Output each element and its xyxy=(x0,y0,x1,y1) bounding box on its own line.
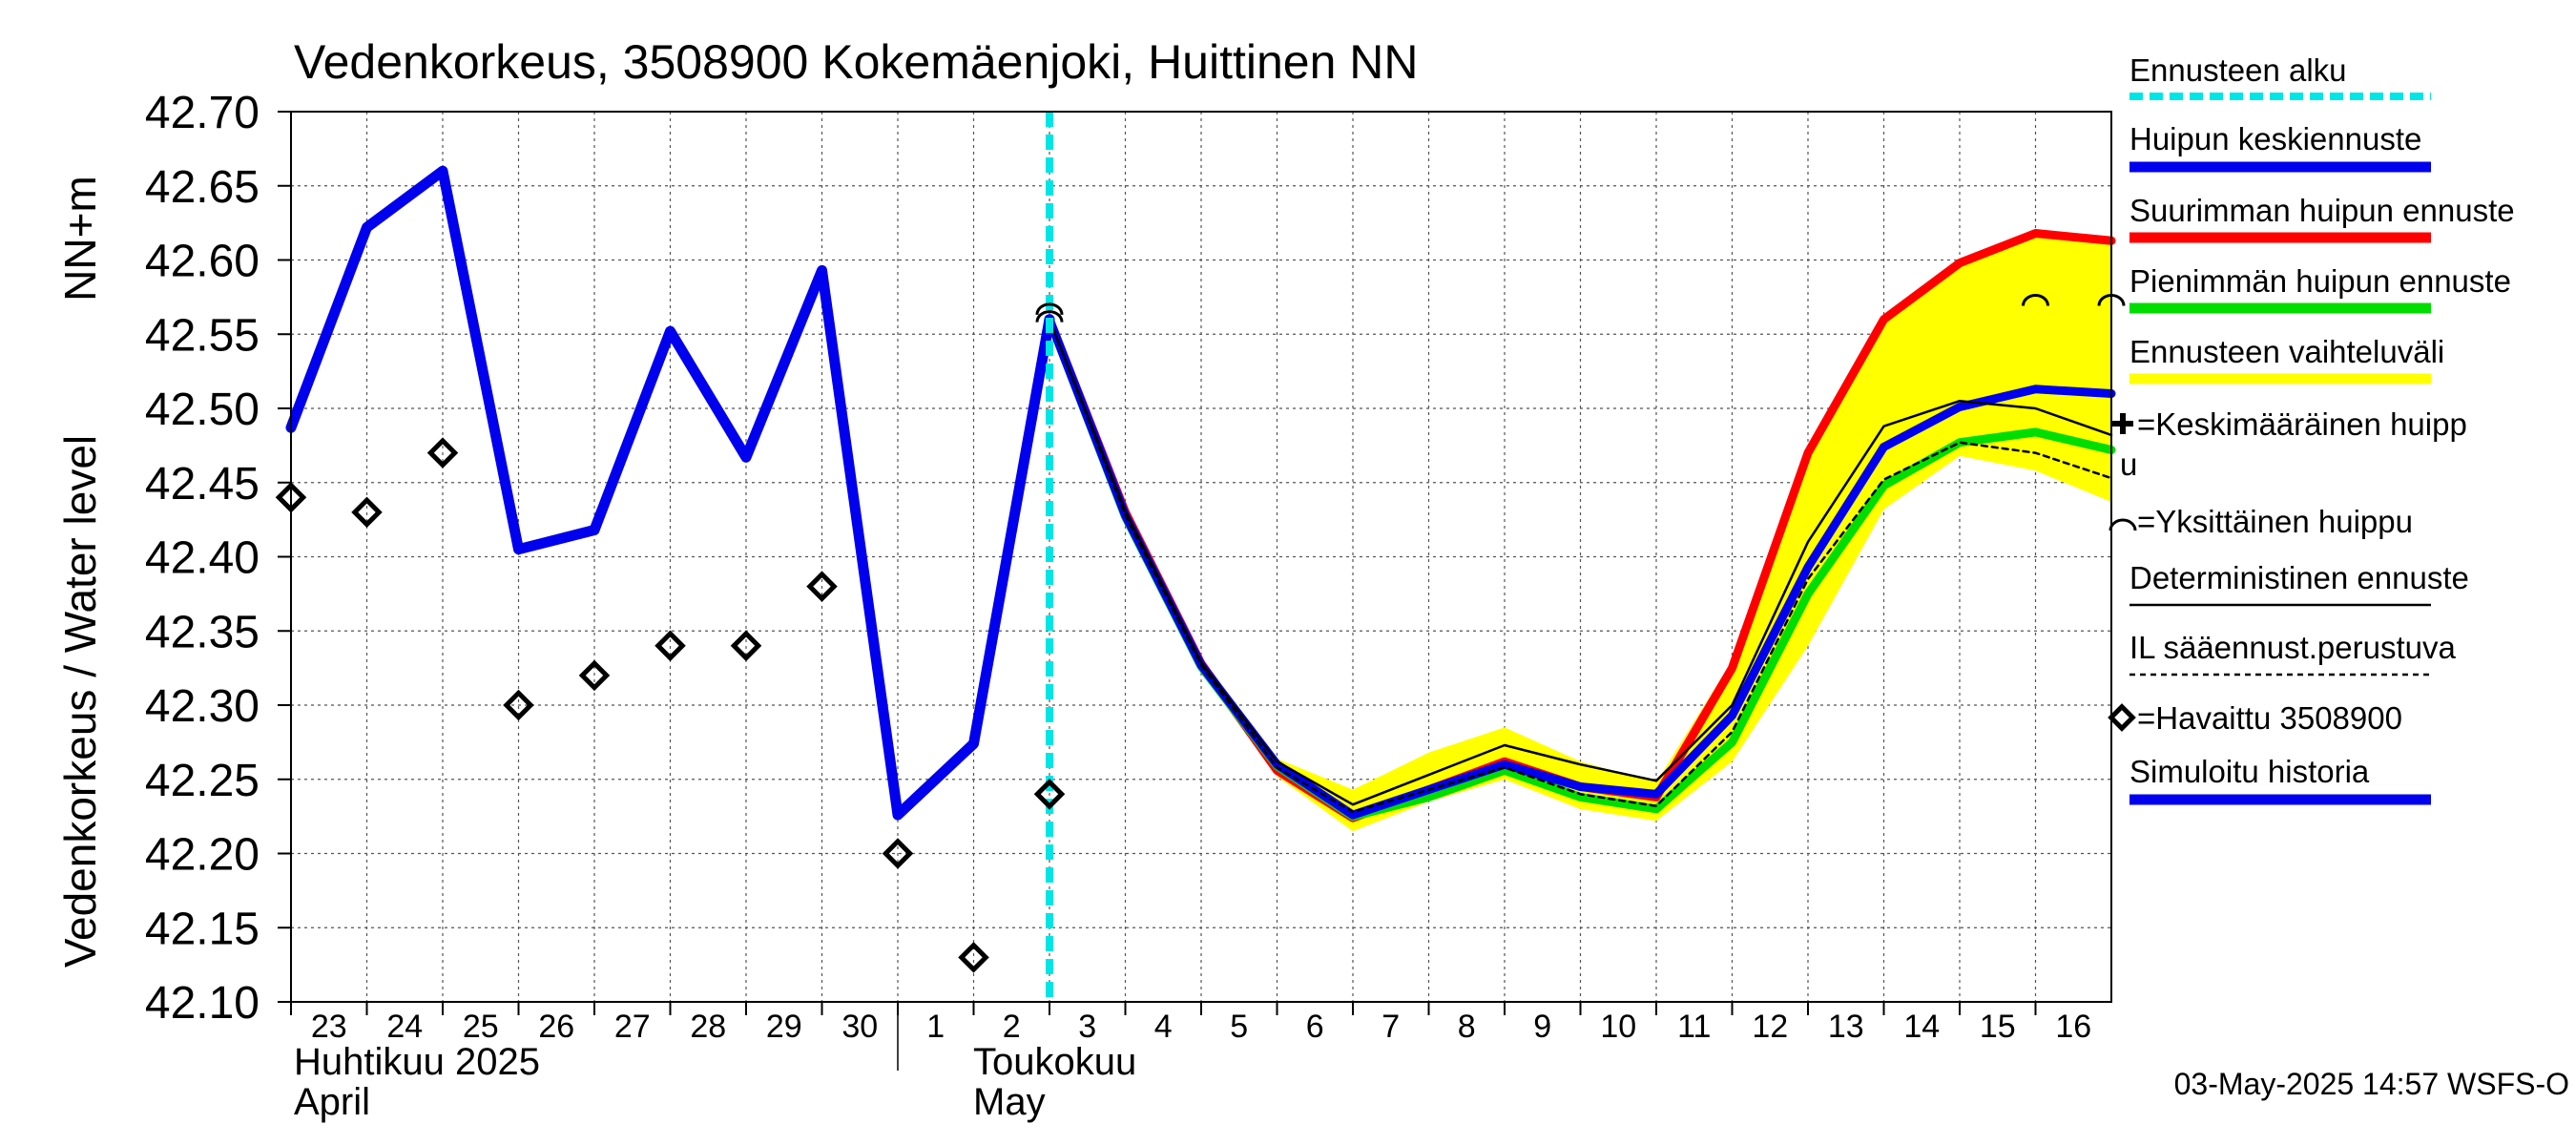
legend-label-simulated: Simuloitu historia xyxy=(2129,754,2370,789)
il-forecast-line xyxy=(1048,318,2113,814)
x-tick-label: 29 xyxy=(766,1009,802,1045)
legend-label-single-peak: =Yksittäinen huippu xyxy=(2137,504,2413,539)
observed-point xyxy=(426,437,459,468)
legend-marker-single-peak-arc-icon xyxy=(2109,518,2137,531)
x-tick-label: 9 xyxy=(1533,1009,1551,1045)
x-tick-label: 14 xyxy=(1903,1009,1940,1045)
x-tick-label: 15 xyxy=(1980,1009,2016,1045)
month-label-may-fi: Toukokuu xyxy=(973,1041,1136,1083)
x-tick-label: 12 xyxy=(1752,1009,1788,1045)
y-tick-label: 42.35 xyxy=(145,607,260,657)
y-tick-label: 42.20 xyxy=(145,830,260,881)
x-tick-label: 16 xyxy=(2055,1009,2091,1045)
legend-marker-observed-diamond-icon xyxy=(2108,703,2136,732)
y-tick-label: 42.40 xyxy=(145,533,260,584)
x-tick-label: 25 xyxy=(463,1009,499,1045)
x-tick-label: 6 xyxy=(1306,1009,1324,1045)
legend-label-avg-peak-line2: u xyxy=(2120,447,2137,482)
x-tick-label: 13 xyxy=(1828,1009,1864,1045)
month-label-may-en: May xyxy=(973,1081,1046,1123)
observed-point xyxy=(806,571,838,602)
observed-point xyxy=(730,630,762,662)
observed-point xyxy=(882,838,914,869)
y-axis-unit: NN+m xyxy=(55,176,105,302)
observed-point xyxy=(351,496,383,529)
observed-point xyxy=(503,689,534,721)
x-tick-label: 24 xyxy=(386,1009,423,1045)
x-tick-label: 2 xyxy=(1003,1009,1021,1045)
x-tick-label: 28 xyxy=(690,1009,726,1045)
x-tick-label: 4 xyxy=(1154,1009,1173,1045)
y-tick-label: 42.10 xyxy=(145,978,260,1029)
x-tick-label: 3 xyxy=(1078,1009,1096,1045)
x-tick-label: 5 xyxy=(1230,1009,1248,1045)
observed-point xyxy=(275,482,307,513)
legend-marker-avg-peak-plus-icon xyxy=(2112,413,2133,434)
x-tick-label: 27 xyxy=(614,1009,651,1045)
observed-point xyxy=(958,942,989,973)
legend-label-range: Ennusteen vaihteluväli xyxy=(2129,334,2444,369)
markers-layer xyxy=(275,293,2126,973)
simulated-history-line xyxy=(285,165,1055,821)
y-tick-label: 42.65 xyxy=(145,162,260,213)
legend-label-min-peak: Pienimmän huipun ennuste xyxy=(2129,263,2511,299)
single-peak-marker xyxy=(1035,302,1064,315)
legend-label-max-peak: Suurimman huipun ennuste xyxy=(2129,193,2515,228)
y-tick-label: 42.50 xyxy=(145,385,260,435)
x-tick-label: 11 xyxy=(1677,1009,1711,1045)
legend-label-mean-peak: Huipun keskiennuste xyxy=(2129,121,2421,156)
legend-label-forecast-start: Ennusteen alku xyxy=(2129,52,2347,88)
single-peak-marker xyxy=(2022,293,2049,306)
observed-point xyxy=(578,659,611,692)
x-tick-label: 7 xyxy=(1381,1009,1400,1045)
legend-label-avg-peak-line1: =Keskimääräinen huipp xyxy=(2137,406,2467,442)
month-label-april-fi: Huhtikuu 2025 xyxy=(294,1041,540,1083)
single-peak-marker xyxy=(1035,310,1064,323)
x-tick-label: 8 xyxy=(1458,1009,1476,1045)
legend-label-deterministic: Deterministinen ennuste xyxy=(2129,560,2469,595)
y-tick-label: 42.15 xyxy=(145,904,260,954)
legend-label-il: IL sääennust.perustuva xyxy=(2129,630,2456,665)
y-tick-label: 42.55 xyxy=(145,310,260,361)
deterministic-forecast-line xyxy=(1048,318,2113,806)
forecast-range-band-layer xyxy=(1049,230,2111,832)
axes-layer: 23 24 25 26 27 28 29 30 1 2 3 4 5 6 7 8 9 10 11 12 13 14 15 164… xyxy=(145,88,2091,1071)
grid xyxy=(291,112,2111,1002)
x-tick-label: 23 xyxy=(311,1009,347,1045)
x-tick-label: 10 xyxy=(1600,1009,1636,1045)
series-lines-layer xyxy=(285,112,2116,1002)
x-tick-label: 30 xyxy=(841,1009,878,1045)
chart-title: Vedenkorkeus, 3508900 Kokemäenjoki, Huit… xyxy=(294,35,1419,89)
y-tick-label: 42.30 xyxy=(145,681,260,732)
y-tick-label: 42.70 xyxy=(145,88,260,138)
x-tick-label: 1 xyxy=(926,1009,945,1045)
timestamp: 03-May-2025 14:57 WSFS-O xyxy=(2174,1067,2569,1101)
y-tick-label: 42.25 xyxy=(145,756,260,806)
month-label-april-en: April xyxy=(294,1081,370,1123)
legend-label-observed: =Havaittu 3508900 xyxy=(2137,700,2402,736)
observed-point xyxy=(654,630,686,662)
y-tick-label: 42.60 xyxy=(145,237,260,287)
y-tick-label: 42.45 xyxy=(145,459,260,510)
observed-point xyxy=(1033,779,1066,810)
y-axis-label: Vedenkorkeus / Water level xyxy=(55,435,105,968)
legend: Ennusteen alku Huipun keskiennuste Suuri… xyxy=(2108,52,2515,805)
x-tick-label: 26 xyxy=(538,1009,574,1045)
forecast-range-band xyxy=(1049,230,2111,832)
